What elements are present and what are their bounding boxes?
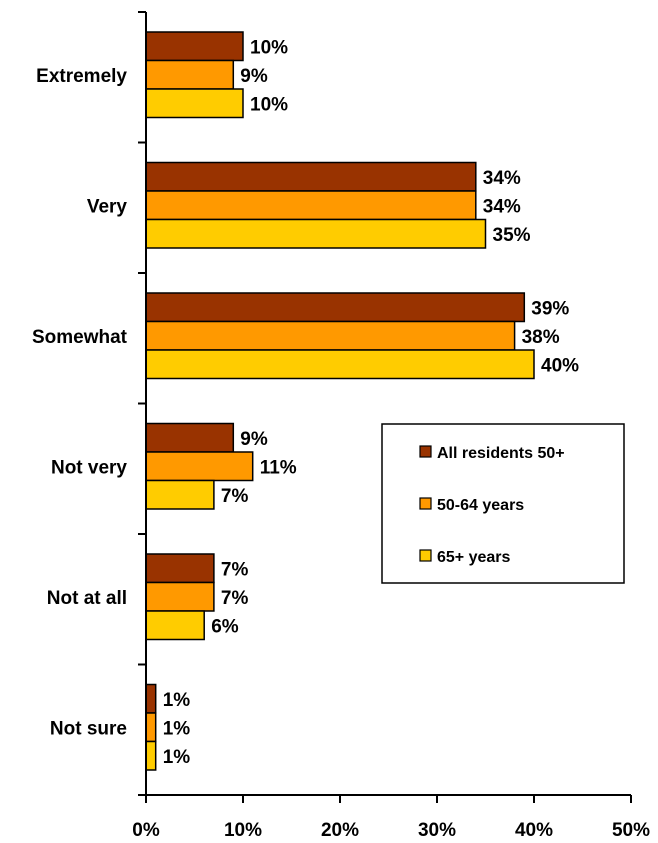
value-label: 1%: [163, 718, 191, 739]
value-label: 9%: [240, 429, 268, 450]
bar-somewhat-series-0: [145, 292, 526, 323]
bar-not-very-series-0: [145, 422, 235, 453]
category-label: Not sure: [50, 718, 127, 739]
bar-somewhat-series-1: [145, 320, 516, 351]
value-label: 34%: [483, 168, 521, 189]
value-labels-group: 10% 9% 10% 34% 34% 35% 39% 38% 40% 9% 11% 7% 7% 7% 6% 1…: [163, 37, 579, 768]
x-tick-label: 0%: [132, 820, 160, 841]
value-label: 7%: [221, 588, 249, 609]
legend-swatch: [419, 549, 432, 562]
bar-extremely-series-1: [145, 59, 235, 90]
x-tick-label: 40%: [515, 820, 553, 841]
value-label: 10%: [250, 94, 288, 115]
bar-not-very-series-2: [145, 479, 215, 510]
value-label: 40%: [541, 355, 579, 376]
value-label: 1%: [163, 747, 191, 768]
legend-swatch: [419, 445, 432, 458]
bar-not-at-all-series-2: [145, 610, 205, 641]
bar-very-series-1: [145, 190, 477, 221]
value-label: 1%: [163, 690, 191, 711]
value-label: 38%: [522, 327, 560, 348]
bar-not-sure-series-2: [145, 740, 157, 771]
bar-somewhat-series-2: [145, 349, 535, 380]
category-label: Somewhat: [32, 327, 128, 348]
bar-very-series-2: [145, 218, 487, 249]
category-labels-group: Extremely Very Somewhat Not very Not at all N…: [32, 66, 128, 740]
category-label: Very: [87, 196, 128, 217]
legend-label: All residents 50+: [437, 445, 565, 462]
value-label: 10%: [250, 37, 288, 58]
axes-group: [138, 11, 632, 803]
x-tick-label: 30%: [418, 820, 456, 841]
x-tick-label: 10%: [224, 820, 262, 841]
bars-group: [145, 31, 535, 771]
value-label: 39%: [531, 298, 569, 319]
value-label: 11%: [260, 457, 297, 478]
legend-label: 65+ years: [437, 549, 511, 566]
value-label: 34%: [483, 196, 521, 217]
tick-labels-group: 0% 10% 20% 30% 40% 50%: [132, 820, 650, 841]
category-label: Not at all: [47, 588, 127, 609]
bar-not-sure-series-1: [145, 712, 157, 743]
category-label: Extremely: [36, 66, 127, 87]
value-label: 6%: [211, 616, 239, 637]
bar-not-at-all-series-1: [145, 581, 215, 612]
value-label: 35%: [493, 225, 531, 246]
bar-extremely-series-0: [145, 31, 244, 62]
category-label: Not very: [51, 457, 127, 478]
bar-not-sure-series-0: [145, 683, 157, 714]
value-label: 9%: [240, 66, 268, 87]
legend: All residents 50+ 50-64 years 65+ years: [381, 423, 625, 584]
bar-extremely-series-2: [145, 88, 244, 119]
bar-very-series-0: [145, 161, 477, 192]
legend-label: 50-64 years: [437, 497, 524, 514]
bar-not-very-series-1: [145, 451, 254, 482]
legend-swatch: [419, 497, 432, 510]
value-label: 7%: [221, 559, 249, 580]
x-tick-label: 20%: [321, 820, 359, 841]
x-tick-label: 50%: [612, 820, 650, 841]
bar-not-at-all-series-0: [145, 553, 215, 584]
value-label: 7%: [221, 486, 249, 507]
